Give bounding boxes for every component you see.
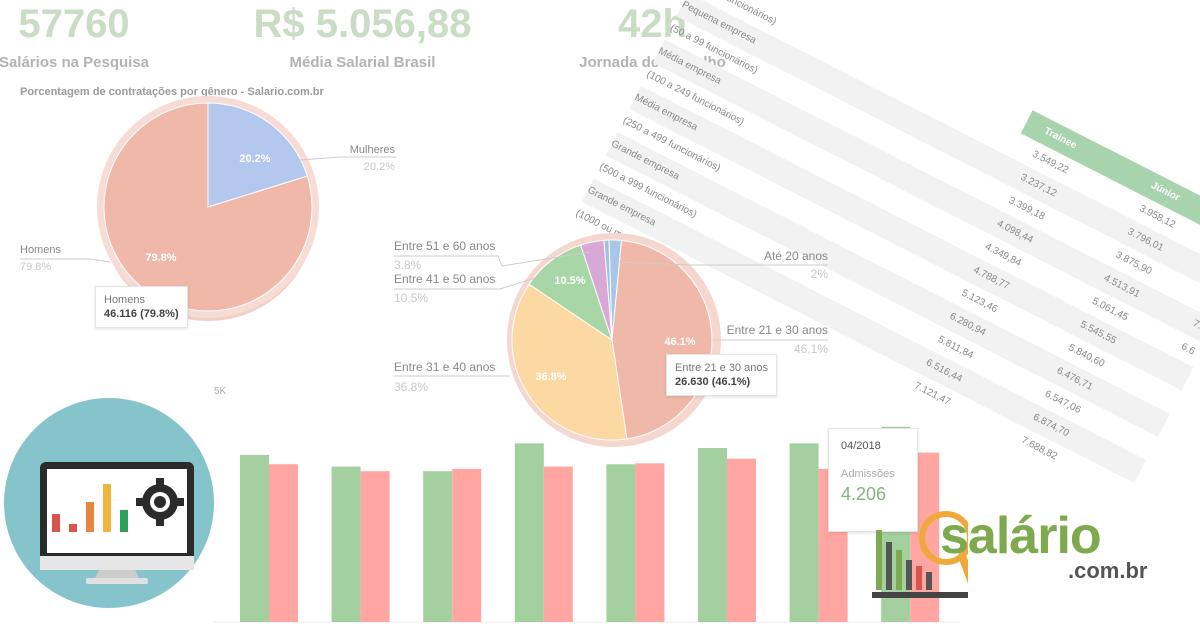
bar-mark[interactable] xyxy=(543,466,573,622)
magnifier-icon xyxy=(872,511,968,598)
stat-workload-value: 42h xyxy=(618,2,687,46)
bar-mark[interactable] xyxy=(331,466,361,622)
bar-mark[interactable] xyxy=(452,468,482,622)
legend-label-mulheres: Mulheres xyxy=(350,144,396,156)
legend-pct-21-30: 46.1% xyxy=(794,342,828,356)
age-pie-chart: 46.1% 36.8% 10.5% Até 20 anos 2% Entre 21 e 3… xyxy=(394,233,828,447)
pie-slice[interactable] xyxy=(603,239,613,341)
pie-slice-label: 20.2% xyxy=(239,153,270,165)
pie-leader-line xyxy=(617,261,828,266)
bar-mark[interactable] xyxy=(240,454,269,622)
bar-mark[interactable] xyxy=(789,443,819,622)
legend-label-31-40: Entre 31 e 40 anos xyxy=(394,360,495,374)
legend-pct-41-50: 10.5% xyxy=(394,291,428,305)
legend-label-ate-20: Até 20 anos xyxy=(764,249,828,263)
pie-slice-label: 79.8% xyxy=(145,252,176,264)
pie-slice-label: 46.1% xyxy=(664,336,695,348)
pie-slice[interactable] xyxy=(207,102,308,208)
bar-mark[interactable] xyxy=(423,471,453,622)
bar-mark[interactable] xyxy=(514,443,544,622)
admissions-tooltip-period: 04/2018 xyxy=(841,440,881,452)
admissions-tooltip-label: Admissões xyxy=(841,468,895,480)
monitor-illustration xyxy=(4,398,214,608)
gender-chart-title: Porcentagem de contratações por gênero -… xyxy=(20,86,324,98)
bar-mark[interactable] xyxy=(360,471,390,622)
age-tooltip-name: Entre 21 e 30 anos xyxy=(675,362,768,374)
logo-sub: .com.br xyxy=(1068,558,1148,583)
pie-leader-line xyxy=(20,258,111,263)
logo-word: salário xyxy=(940,507,1102,565)
monitor-icon xyxy=(40,462,194,584)
stat-salaries-value: 57760 xyxy=(18,2,130,46)
admissions-tooltip: 04/2018 Admissões 4.206 xyxy=(828,428,918,532)
bar-mark[interactable] xyxy=(606,464,636,622)
legend-label-homens: Homens xyxy=(20,244,61,256)
gender-tooltip-value: 46.116 (79.8%) xyxy=(104,308,179,320)
stat-average-salary-label: Média Salarial Brasil xyxy=(289,54,436,71)
bar-mark[interactable] xyxy=(635,463,665,622)
age-tooltip-value: 26.630 (46.1%) xyxy=(675,376,751,388)
legend-pct-51-60: 3.8% xyxy=(394,258,422,272)
stat-salaries: 57760 Salários na Pesquisa xyxy=(0,4,154,71)
pie-slice-label: 10.5% xyxy=(554,275,585,287)
gender-pie-chart: 20.2% 79.8% Mulheres 20.2% Homens 79.8% xyxy=(20,96,396,321)
legend-pct-ate-20: 2% xyxy=(811,267,829,281)
legend-pct-mulheres: 20.2% xyxy=(364,161,395,173)
admissions-tooltip-value: 4.206 xyxy=(841,484,887,504)
stat-average-salary-value: R$ 5.056,88 xyxy=(253,2,472,46)
pie-leader-line xyxy=(394,251,591,267)
salario-logo: salário .com.br xyxy=(872,500,1188,610)
bar-mark[interactable] xyxy=(698,448,727,622)
stat-salaries-label: Salários na Pesquisa xyxy=(0,54,150,71)
pie-leader-line xyxy=(299,156,396,161)
pie-leader-line xyxy=(394,277,536,290)
gender-tooltip: Homens 46.116 (79.8%) xyxy=(95,286,188,328)
pie-slice[interactable] xyxy=(611,239,713,440)
legend-pct-31-40: 36.8% xyxy=(394,380,428,394)
legend-pct-homens: 79.8% xyxy=(20,261,51,273)
stat-average-salary: R$ 5.056,88 Média Salarial Brasil xyxy=(230,4,495,71)
legend-label-21-30: Entre 21 e 30 anos xyxy=(727,323,828,337)
bar-mark[interactable] xyxy=(269,464,298,622)
pie-slice[interactable] xyxy=(511,283,628,441)
age-tooltip: Entre 21 e 30 anos 26.630 (46.1%) xyxy=(666,354,777,396)
bar-ytick-label: 5K xyxy=(214,386,227,397)
gender-tooltip-name: Homens xyxy=(104,294,145,306)
legend-label-41-50: Entre 41 e 50 anos xyxy=(394,272,495,286)
bar-mark[interactable] xyxy=(727,458,756,622)
gear-icon xyxy=(136,478,184,526)
legend-label-51-60: Entre 51 e 60 anos xyxy=(394,239,495,253)
pie-slice-label: 36.8% xyxy=(535,371,566,383)
